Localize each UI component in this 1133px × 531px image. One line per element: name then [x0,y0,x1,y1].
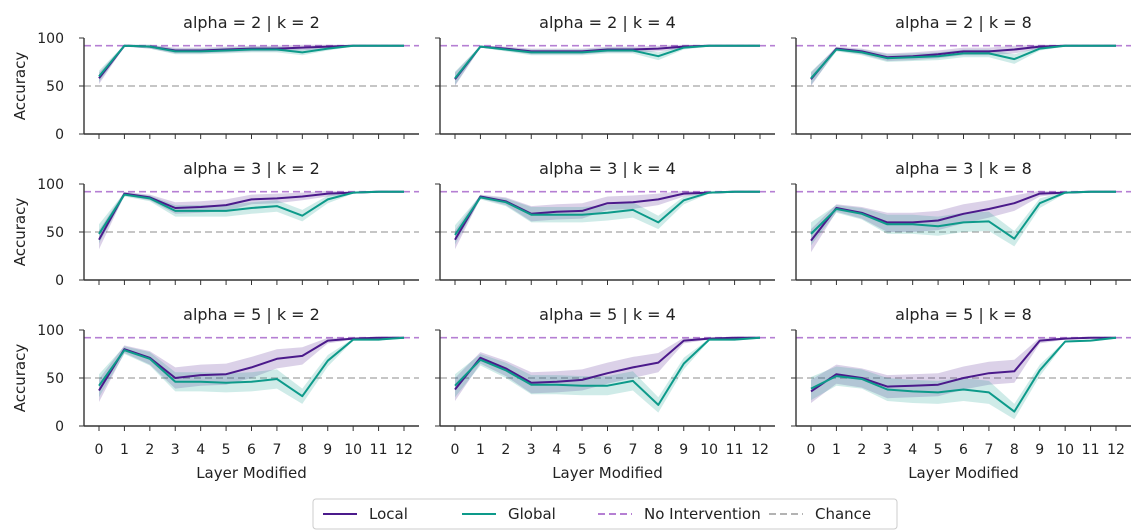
y-tick-label: 100 [37,323,64,339]
global-series-line [98,44,404,78]
panel-title: alpha = 5 | k = 4 [539,305,676,324]
x-tick-label: 3 [171,442,180,458]
panel-title: alpha = 3 | k = 8 [895,159,1032,178]
x-tick-label: 4 [196,442,205,458]
global-series-line [98,336,405,398]
panel-1: alpha = 2 | k = 2 0 50 100 Accuracy [11,13,419,143]
x-tick-label: 8 [1010,442,1019,458]
y-tick-label: 100 [37,177,64,193]
x-tick-label: 9 [679,442,688,458]
legend-label: Global [508,505,556,523]
x-tick-label: 12 [1107,442,1125,458]
x-tick-label: 1 [476,442,485,458]
panel-title: alpha = 3 | k = 2 [183,159,320,178]
panel-2: alpha = 2 | k = 4 [435,13,775,139]
x-tick-label: 4 [908,442,917,458]
legend: Local Global No Intervention Chance [312,498,898,530]
global-series-line [810,44,1116,79]
panel-4: alpha = 3 | k = 2 0 50 100 Accuracy [11,159,419,289]
global-confidence-band [455,336,760,413]
x-tick-label: 0 [95,442,104,458]
x-tick-label: 11 [1082,442,1100,458]
y-tick-label: 0 [55,127,64,143]
x-tick-label: 9 [323,442,332,458]
local-confidence-band [811,44,1116,86]
local-series-line [810,44,1116,80]
y-tick-label: 100 [37,31,64,47]
y-axis-label: Accuracy [11,344,29,413]
x-tick-label: 7 [628,442,637,458]
global-confidence-band [455,44,760,85]
x-tick-label: 0 [807,442,816,458]
x-tick-label: 9 [1035,442,1044,458]
panel-title: alpha = 2 | k = 8 [895,13,1032,32]
panel-6: alpha = 3 | k = 8 [791,159,1131,285]
y-tick-label: 0 [55,273,64,289]
global-series-line [810,336,1117,413]
global-series-line [454,190,760,236]
x-tick-label: 7 [984,442,993,458]
y-axis-label: Accuracy [11,198,29,267]
panel-title: alpha = 2 | k = 4 [539,13,676,32]
panel-title: alpha = 5 | k = 8 [895,305,1032,324]
x-tick-label: 2 [501,442,510,458]
x-tick-label: 5 [578,442,587,458]
y-tick-label: 50 [46,225,64,241]
x-tick-label: 6 [959,442,968,458]
x-tick-label: 1 [120,442,129,458]
panel-3: alpha = 2 | k = 8 [791,13,1131,139]
x-tick-label: 11 [726,442,744,458]
panel-title: alpha = 3 | k = 4 [539,159,676,178]
x-tick-label: 11 [370,442,388,458]
global-series-line [810,190,1116,240]
legend-label: Local [369,505,408,523]
x-tick-label: 3 [883,442,892,458]
x-tick-label: 2 [857,442,866,458]
panel-title: alpha = 2 | k = 2 [183,13,320,32]
legend-label: No Intervention [644,505,761,523]
x-tick-label: 8 [298,442,307,458]
global-series-line [454,44,760,79]
global-series-line [98,190,404,235]
x-tick-label: 6 [247,442,256,458]
panel-5: alpha = 3 | k = 4 [435,159,775,285]
x-tick-label: 12 [395,442,413,458]
x-tick-label: 1 [832,442,841,458]
x-tick-label: 3 [527,442,536,458]
x-tick-label: 10 [344,442,362,458]
x-tick-label: 10 [700,442,718,458]
x-axis-label: Layer Modified [552,464,663,482]
x-tick-label: 5 [222,442,231,458]
legend-label: Chance [815,505,871,523]
x-axis-label: Layer Modified [908,464,1019,482]
x-tick-label: 5 [934,442,943,458]
y-tick-label: 50 [46,371,64,387]
global-confidence-band [811,44,1116,85]
local-confidence-band [99,190,404,250]
x-tick-label: 12 [751,442,769,458]
global-series-line [454,336,761,406]
y-tick-label: 0 [55,419,64,435]
local-confidence-band [99,336,404,402]
x-tick-label: 8 [654,442,663,458]
global-confidence-band [99,44,404,83]
x-tick-label: 2 [145,442,154,458]
x-tick-label: 0 [451,442,460,458]
panel-title: alpha = 5 | k = 2 [183,305,320,324]
x-axis-label: Layer Modified [196,464,307,482]
y-axis-label: Accuracy [11,52,29,121]
global-confidence-band [811,190,1116,247]
global-confidence-band [455,190,760,245]
x-tick-label: 7 [272,442,281,458]
global-confidence-band [99,336,404,404]
x-tick-label: 10 [1056,442,1074,458]
x-tick-label: 6 [603,442,612,458]
y-tick-label: 50 [46,79,64,95]
x-tick-label: 4 [552,442,561,458]
